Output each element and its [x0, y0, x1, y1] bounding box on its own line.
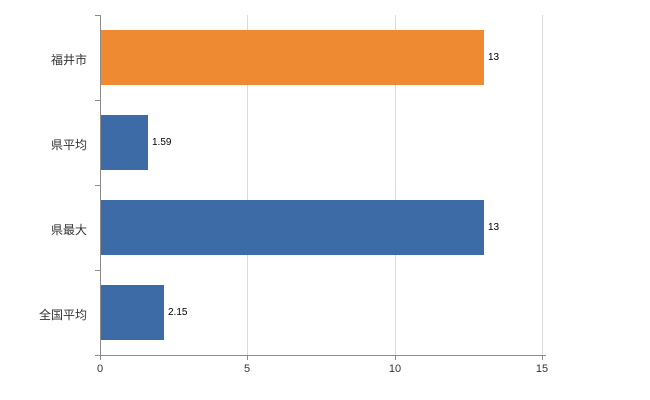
plot-area: 13 1.59 13 2.15 — [100, 15, 545, 355]
category-label-福井市: 福井市 — [50, 53, 87, 67]
y-axis-tick — [95, 270, 100, 271]
x-axis-label-10: 10 — [388, 363, 402, 375]
x-axis-label-5: 5 — [243, 363, 251, 375]
x-axis-tick — [100, 355, 101, 360]
gridline-x-15 — [542, 15, 543, 355]
category-label-全国平均: 全国平均 — [38, 308, 87, 322]
x-axis-tick — [395, 355, 396, 360]
y-axis-tick — [95, 185, 100, 186]
gridline-x-10 — [395, 15, 396, 355]
y-axis-labels: 福井市県平均県最大全国平均 — [0, 15, 95, 355]
bar-福井市 — [101, 30, 484, 85]
bar-value-label: 1.59 — [152, 137, 172, 148]
y-axis-tick — [95, 100, 100, 101]
y-axis-tick — [95, 15, 100, 16]
x-axis-tick — [542, 355, 543, 360]
x-axis-tick — [247, 355, 248, 360]
y-axis-line — [100, 15, 101, 355]
y-axis-tick — [95, 355, 100, 356]
gridline-x-5 — [247, 15, 248, 355]
x-axis-label-15: 15 — [535, 363, 549, 375]
bar-全国平均 — [101, 285, 164, 340]
bar-value-label: 13 — [488, 52, 500, 63]
x-axis-label-0: 0 — [96, 363, 104, 375]
category-label-県最大: 県最大 — [50, 223, 87, 237]
x-axis-line — [100, 355, 546, 356]
bar-県最大 — [101, 200, 484, 255]
bar-value-label: 2.15 — [168, 307, 188, 318]
bar-県平均 — [101, 115, 148, 170]
category-label-県平均: 県平均 — [50, 138, 87, 152]
bar-value-label: 13 — [488, 222, 500, 233]
